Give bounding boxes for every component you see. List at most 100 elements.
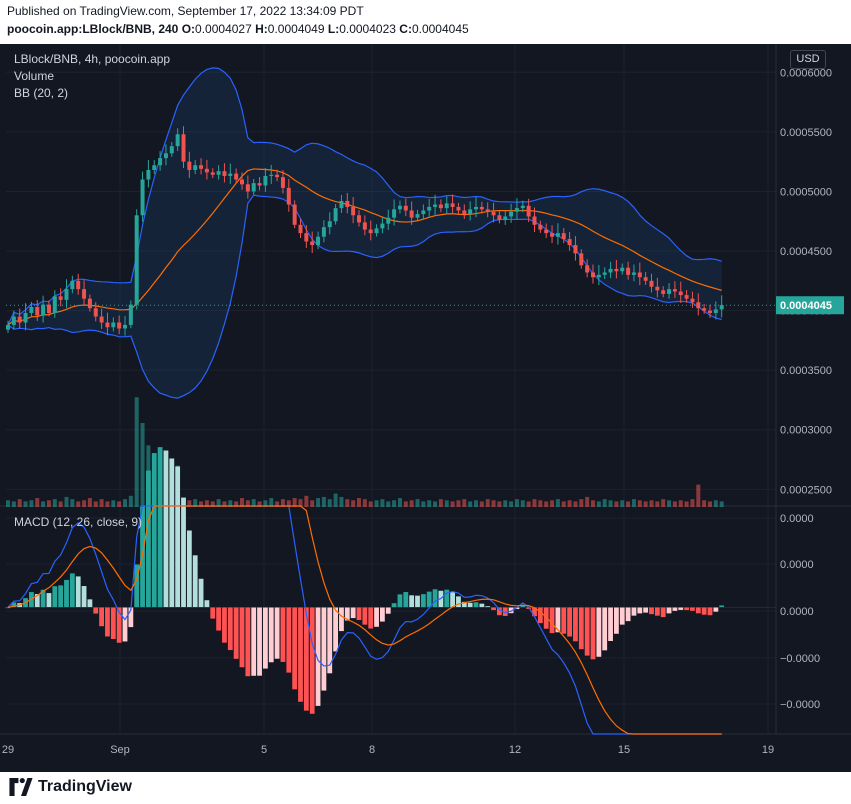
volume-bar	[438, 499, 443, 507]
volume-bar	[245, 500, 250, 507]
volume-bar	[672, 501, 677, 507]
candle-body	[128, 304, 133, 325]
volume-bar	[708, 501, 712, 507]
volume-bar	[503, 500, 508, 507]
macd-histogram-bar	[573, 607, 578, 642]
candle-body	[117, 322, 122, 329]
candle	[637, 262, 642, 286]
volume-bar	[626, 501, 631, 507]
volume-bar	[678, 500, 683, 507]
candle	[29, 301, 34, 318]
volume-bar	[11, 501, 16, 507]
volume-bar	[23, 501, 28, 507]
candle-body	[327, 221, 332, 228]
candle-body	[713, 309, 718, 313]
candle-body	[240, 179, 244, 185]
macd-histogram-bar	[5, 607, 11, 609]
volume-bar	[52, 499, 57, 507]
volume-bar	[397, 498, 402, 507]
volume-bar	[87, 498, 92, 507]
candle	[175, 128, 180, 152]
volume-bar	[550, 500, 555, 507]
currency-button[interactable]: USD	[790, 50, 826, 69]
candle	[210, 168, 215, 179]
volume-bar	[667, 500, 672, 507]
time-tick-label: 8	[369, 744, 375, 756]
candle	[643, 272, 648, 285]
volume-bar	[555, 499, 560, 507]
macd-histogram-bar	[485, 606, 491, 608]
macd-histogram-bar	[660, 607, 666, 618]
volume-bar	[6, 500, 10, 507]
volume-bar	[509, 501, 514, 507]
volume-bar	[140, 423, 145, 507]
candle	[474, 197, 478, 218]
candle-body	[333, 208, 338, 222]
macd-histogram-bar	[690, 607, 695, 611]
candle	[286, 178, 291, 212]
candle-body	[76, 280, 81, 290]
candle-body	[702, 308, 707, 311]
chart-area[interactable]: 0.0006000 0.0005500 0.0005000 0.0004500 0.00…	[0, 44, 851, 772]
candle-body	[468, 209, 473, 215]
volume-bar	[99, 499, 104, 507]
candle-body	[438, 204, 443, 209]
macd-histogram-bar	[327, 607, 333, 674]
volume-legend: Volume	[14, 69, 55, 83]
candle	[35, 299, 40, 321]
candle	[713, 301, 718, 320]
volume-bar	[392, 500, 397, 507]
volume-bar	[58, 501, 63, 507]
macd-histogram-bar	[584, 607, 590, 656]
macd-histogram-bar	[81, 586, 87, 608]
candle-body	[579, 253, 584, 266]
macd-histogram-bar	[473, 602, 479, 608]
bb-upper-line	[7, 67, 722, 326]
macd-histogram-bar	[58, 585, 64, 608]
candle-body	[269, 174, 274, 176]
chart-svg[interactable]: 0.0006000 0.0005500 0.0005000 0.0004500 0.00…	[0, 44, 851, 772]
volume-bar	[269, 498, 274, 507]
volume-bar	[345, 499, 350, 507]
macd-tick-label: 0.0000	[780, 513, 814, 525]
volume-bar	[257, 501, 262, 507]
macd-histogram-bar	[631, 607, 637, 616]
macd-histogram-bar	[368, 607, 374, 629]
candle	[292, 200, 297, 229]
macd-histogram-bar	[210, 607, 216, 619]
macd-histogram-bar	[444, 589, 450, 608]
volume-bar	[719, 501, 724, 507]
volume-bar	[702, 500, 707, 507]
volume-bar	[485, 499, 490, 507]
candle	[240, 172, 244, 190]
candle	[181, 126, 186, 169]
volume-bar	[216, 499, 221, 507]
candle	[444, 196, 449, 214]
candle-body	[163, 153, 168, 159]
candle-body	[555, 233, 560, 237]
candle-body	[111, 322, 116, 328]
candle-body	[52, 296, 57, 313]
candle	[46, 300, 51, 317]
candle-body	[544, 229, 549, 234]
volume-bar	[17, 499, 22, 507]
macd-histogram	[5, 447, 725, 714]
candle	[409, 201, 414, 225]
candle-body	[316, 236, 321, 246]
macd-histogram-bar	[608, 607, 613, 641]
macd-histogram-bar	[391, 603, 397, 608]
candle-body	[550, 233, 555, 237]
price-tag-bg	[776, 296, 844, 315]
macd-histogram-bar	[432, 589, 438, 608]
candle	[462, 204, 467, 219]
candle-body	[99, 316, 104, 323]
volume-bar	[240, 498, 244, 507]
candle	[403, 198, 408, 217]
candle-body	[46, 304, 51, 313]
macd-histogram-bar	[637, 607, 643, 614]
candle	[169, 142, 174, 157]
tradingview-logo[interactable]: TradingView	[8, 778, 132, 796]
candle-body	[573, 245, 578, 254]
candle	[275, 169, 280, 182]
tradingview-brand: TradingView	[38, 778, 132, 795]
